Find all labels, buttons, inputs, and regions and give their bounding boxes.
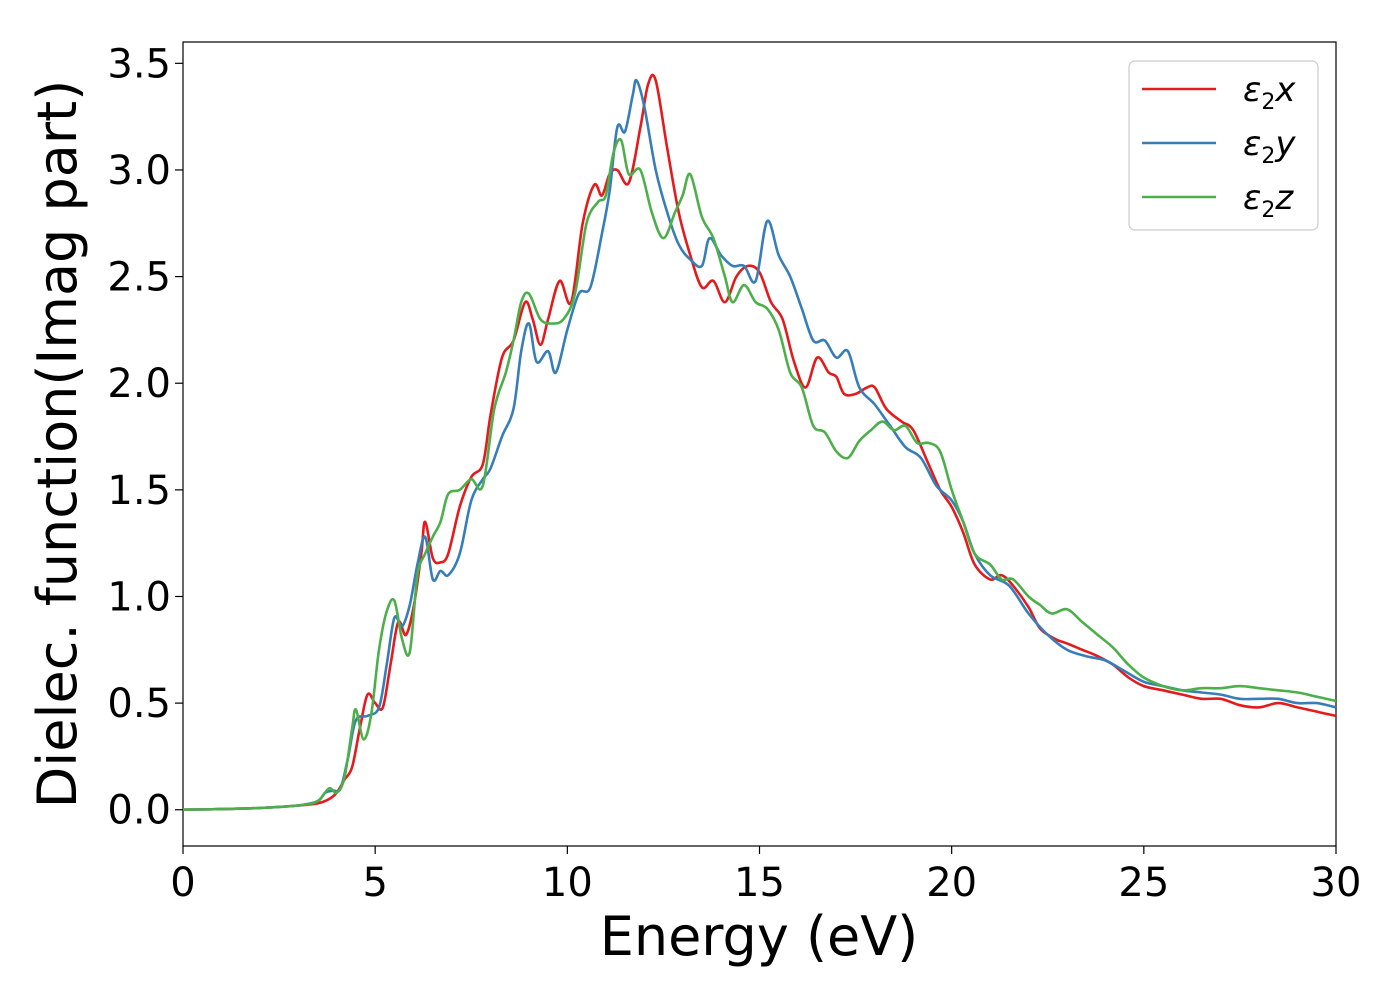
legend-box	[1128, 60, 1319, 231]
y-tick-label: 3.5	[107, 41, 171, 87]
legend-label-x: ε2x	[1243, 70, 1296, 115]
legend: ε2x ε2y ε2z	[1128, 60, 1319, 231]
y-axis-label: Dielec. function(Imag part)	[26, 80, 89, 809]
series-line-x	[182, 73, 1337, 811]
x-axis-ticks: 0 5 10 15 20 25 30	[170, 846, 1361, 906]
y-tick-label: 0.5	[107, 681, 171, 727]
y-tick-label: 3.0	[107, 148, 171, 194]
series-line-y	[182, 78, 1337, 811]
y-tick-label: 2.5	[107, 255, 171, 301]
y-tick-label: 2.0	[107, 361, 171, 407]
x-tick-label: 5	[362, 860, 387, 906]
series-lines	[182, 73, 1337, 811]
legend-label-z: ε2z	[1243, 178, 1294, 223]
legend-label-y: ε2y	[1243, 124, 1296, 169]
x-tick-label: 10	[542, 860, 593, 906]
y-tick-label: 0.0	[107, 788, 171, 834]
x-tick-label: 15	[734, 860, 785, 906]
y-tick-label: 1.5	[107, 468, 171, 514]
x-tick-label: 30	[1311, 860, 1362, 906]
x-axis-label: Energy (eV)	[600, 905, 919, 968]
y-axis-ticks: 0.0 0.5 1.0 1.5 2.0 2.5 3.0 3.5	[107, 41, 183, 834]
x-tick-label: 25	[1118, 860, 1169, 906]
x-tick-label: 20	[926, 860, 977, 906]
x-tick-label: 0	[170, 860, 195, 906]
series-line-z	[182, 137, 1337, 811]
y-tick-label: 1.0	[107, 574, 171, 620]
